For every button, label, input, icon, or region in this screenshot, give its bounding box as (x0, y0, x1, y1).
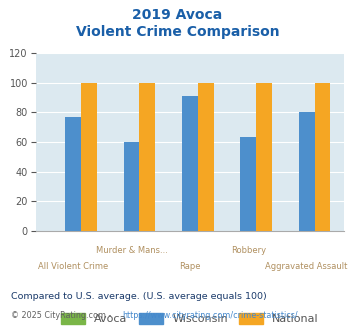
Bar (256, 82, 272, 231)
Bar (65, 117, 81, 231)
Text: Murder & Mans...: Murder & Mans... (95, 246, 168, 255)
Bar (140, 82, 155, 231)
Text: © 2025 CityRating.com -: © 2025 CityRating.com - (11, 311, 114, 320)
Bar (240, 138, 256, 231)
Text: 2019 Avoca: 2019 Avoca (132, 8, 223, 22)
Legend: Avoca, Wisconsin, National: Avoca, Wisconsin, National (56, 309, 323, 329)
Text: Robbery: Robbery (231, 246, 266, 255)
Text: All Violent Crime: All Violent Crime (38, 262, 108, 271)
Text: Rape: Rape (179, 262, 201, 271)
Text: Violent Crime Comparison: Violent Crime Comparison (76, 25, 279, 39)
Text: Compared to U.S. average. (U.S. average equals 100): Compared to U.S. average. (U.S. average … (11, 292, 266, 301)
Bar (299, 112, 315, 231)
Bar (315, 82, 330, 231)
Bar (198, 82, 214, 231)
Text: Aggravated Assault: Aggravated Assault (266, 262, 348, 271)
Text: https://www.cityrating.com/crime-statistics/: https://www.cityrating.com/crime-statist… (122, 311, 298, 320)
Bar (124, 142, 140, 231)
Bar (182, 96, 198, 231)
Bar (81, 82, 97, 231)
